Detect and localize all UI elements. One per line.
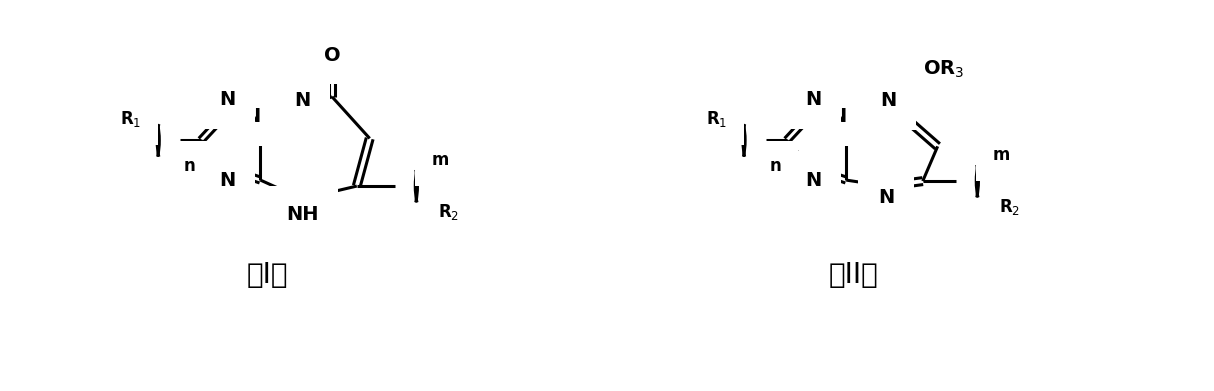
Text: OR$_3$: OR$_3$ bbox=[923, 58, 964, 79]
Text: （I）: （I） bbox=[246, 262, 288, 289]
Text: n: n bbox=[185, 157, 195, 175]
Text: R$_1$: R$_1$ bbox=[120, 109, 141, 129]
Text: N: N bbox=[880, 91, 896, 110]
Text: R$_2$: R$_2$ bbox=[998, 197, 1020, 217]
Text: R$_2$: R$_2$ bbox=[437, 202, 459, 222]
Text: N: N bbox=[244, 107, 261, 126]
Text: N: N bbox=[220, 170, 236, 190]
Text: NH: NH bbox=[287, 205, 318, 224]
Text: （II）: （II） bbox=[828, 262, 878, 289]
Text: N: N bbox=[805, 170, 822, 190]
Text: N: N bbox=[878, 188, 895, 208]
Text: N: N bbox=[805, 90, 822, 109]
Text: O: O bbox=[324, 45, 340, 65]
Text: N: N bbox=[220, 90, 236, 109]
Text: R$_1$: R$_1$ bbox=[705, 109, 727, 129]
Text: n: n bbox=[770, 157, 782, 175]
Text: N: N bbox=[830, 107, 846, 126]
Text: N: N bbox=[294, 91, 311, 110]
Text: m: m bbox=[431, 151, 449, 169]
Text: m: m bbox=[993, 146, 1010, 164]
